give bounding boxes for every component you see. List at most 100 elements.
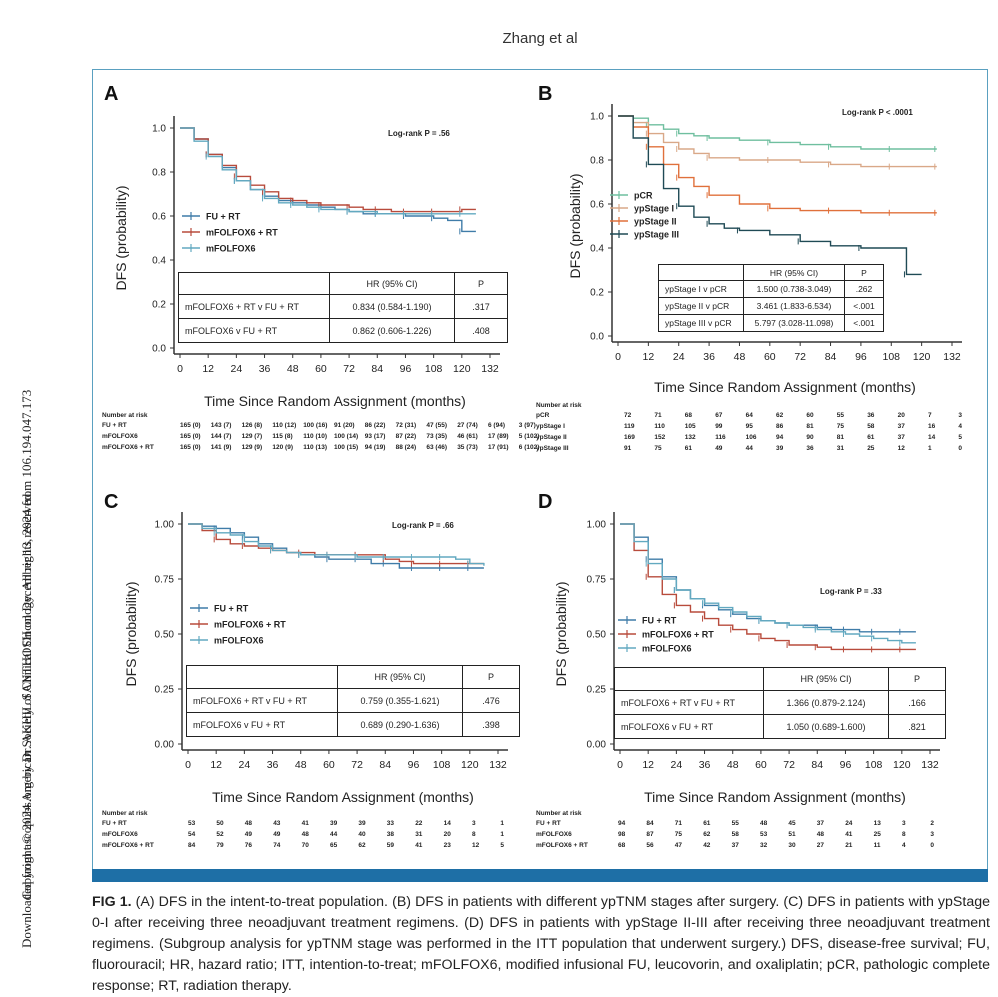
risk-cell: 68 bbox=[684, 412, 693, 419]
x-tick-label: 12 bbox=[643, 351, 655, 363]
risk-row: pCR 72 71 68 67 64 62 60 55 36 20 7 3 bbox=[536, 412, 976, 423]
risk-cell: 37 bbox=[816, 820, 825, 827]
risk-cell: 86 (22) bbox=[364, 422, 386, 429]
risk-row: FU + RT 94 84 71 61 55 48 45 37 24 13 3 2 bbox=[536, 820, 976, 831]
running-header-author: Zhang et al bbox=[502, 30, 578, 47]
y-tick-label: 1.00 bbox=[155, 520, 175, 531]
x-tick-label: 24 bbox=[231, 363, 243, 375]
x-tick-label: 24 bbox=[671, 759, 683, 771]
y-tick-label: 0.25 bbox=[155, 685, 175, 696]
risk-cell: 27 (74) bbox=[457, 422, 478, 429]
y-tick-label: 0.00 bbox=[587, 740, 607, 751]
hr-table-head-p: P bbox=[454, 272, 508, 295]
risk-row: mFOLFOX6 + RT 68 56 47 42 37 32 30 27 21 11 4 0 bbox=[536, 842, 976, 853]
risk-cell: 38 bbox=[386, 831, 395, 838]
x-tick-label: 96 bbox=[400, 363, 412, 375]
hr-row-label: ypStage I v pCR bbox=[658, 280, 744, 298]
panel-d-chart: D 0.00 0.25 0.50 0.75 1.00 0 12 24 36 48 60 72 84 96 10… bbox=[538, 491, 940, 805]
x-tick-label: 0 bbox=[177, 363, 183, 375]
km-curve-2 bbox=[180, 127, 476, 215]
figure-bottom-bar bbox=[92, 869, 988, 882]
x-tick-label: 72 bbox=[351, 759, 363, 771]
risk-cell: 152 bbox=[654, 434, 666, 441]
risk-cell: 40 bbox=[358, 831, 366, 838]
x-tick-label: 60 bbox=[315, 363, 327, 375]
hr-table-head-blank bbox=[658, 264, 744, 281]
y-tick-label: 0.6 bbox=[590, 200, 604, 211]
figure-caption-text: (A) DFS in the intent-to-treat populatio… bbox=[92, 894, 990, 994]
risk-cell: 99 bbox=[715, 423, 723, 430]
x-tick-label: 48 bbox=[734, 351, 746, 363]
x-tick-label: 84 bbox=[825, 351, 837, 363]
risk-cell: 8 bbox=[902, 831, 906, 838]
x-tick-label: 84 bbox=[371, 363, 383, 375]
hr-row-p: .476 bbox=[462, 688, 520, 713]
risk-cell: 100 (15) bbox=[334, 444, 359, 451]
legend-label: FU + RT bbox=[214, 604, 249, 614]
risk-cell: 70 bbox=[301, 842, 309, 849]
risk-cell: 49 bbox=[715, 445, 723, 452]
risk-cell: 119 bbox=[624, 423, 635, 430]
risk-cell: 49 bbox=[273, 831, 281, 838]
risk-cell: 75 bbox=[654, 445, 662, 452]
risk-cell: 20 bbox=[897, 412, 905, 419]
risk-cell: 61 bbox=[684, 445, 693, 452]
risk-cell: 67 bbox=[715, 412, 723, 419]
km-curve-1 bbox=[188, 523, 484, 565]
risk-cell: 51 bbox=[788, 831, 796, 838]
y-tick-label: 0.25 bbox=[587, 685, 607, 696]
risk-cell: 100 (16) bbox=[303, 422, 328, 429]
risk-cell: 58 bbox=[867, 423, 875, 430]
risk-cell: 47 (55) bbox=[426, 422, 447, 429]
risk-cell: 93 (17) bbox=[364, 433, 386, 440]
legend-label: ypStage I bbox=[634, 204, 674, 214]
legend-label: FU + RT bbox=[206, 212, 241, 222]
y-tick-label: 0.0 bbox=[152, 344, 166, 355]
risk-cell: 73 (35) bbox=[426, 433, 447, 440]
risk-cell: 116 bbox=[715, 434, 726, 441]
x-tick-label: 84 bbox=[811, 759, 823, 771]
panel-b-chart: B 0.0 0.2 0.4 0.6 0.8 1.0 0 12 24 36 48 60 72 84 96 108 1… bbox=[538, 83, 962, 395]
panel-letter: A bbox=[104, 83, 118, 105]
risk-cell: 5 bbox=[958, 434, 963, 441]
x-tick-label: 132 bbox=[943, 351, 961, 363]
y-axis-label: DFS (probability) bbox=[123, 581, 139, 686]
panel-c-chart: C 0.00 0.25 0.50 0.75 1.00 0 12 24 36 48 60 72 84 96 10… bbox=[104, 491, 508, 805]
x-axis-label: Time Since Random Assignment (months) bbox=[654, 379, 916, 395]
risk-cell: 30 bbox=[788, 842, 796, 849]
risk-cell: 81 bbox=[806, 423, 814, 430]
panel-b-hr-table: HR (95% CI) P ypStage I v pCR 1.500 (0.738… bbox=[658, 264, 884, 332]
panel-letter: C bbox=[104, 491, 118, 513]
risk-row-label: mFOLFOX6 bbox=[102, 433, 138, 440]
panel-a-chart: A 0.0 0.2 0.4 0.6 0.8 1.0 0 12 24 36 48 60 72 84 96 108 1… bbox=[104, 83, 500, 409]
hr-row-p: <.001 bbox=[844, 297, 884, 315]
risk-cell: 95 bbox=[745, 423, 753, 430]
risk-cell: 4 bbox=[902, 842, 906, 849]
x-tick-label: 12 bbox=[642, 759, 654, 771]
risk-cell: 5 bbox=[500, 842, 505, 849]
risk-cell: 62 bbox=[703, 831, 711, 838]
risk-table-title: Number at risk bbox=[102, 810, 148, 817]
risk-row-label: FU + RT bbox=[102, 820, 127, 827]
risk-table-title: Number at risk bbox=[536, 810, 582, 817]
risk-row-label: mFOLFOX6 bbox=[102, 831, 138, 838]
hr-table-head-p: P bbox=[888, 667, 946, 691]
log-rank-label: Log-rank P = .56 bbox=[388, 129, 450, 138]
panel-d-number-at-risk: Number at risk FU + RT 94 84 71 61 55 48 45 37 24 1… bbox=[536, 810, 976, 853]
legend-label: pCR bbox=[634, 191, 653, 201]
risk-cell: 31 bbox=[836, 445, 845, 452]
risk-cell: 110 bbox=[654, 423, 665, 430]
risk-cell: 132 bbox=[684, 434, 696, 441]
x-tick-label: 96 bbox=[408, 759, 420, 771]
risk-cell: 32 bbox=[760, 842, 768, 849]
hr-table-head-blank bbox=[178, 272, 330, 295]
risk-cell: 44 bbox=[745, 445, 753, 452]
x-axis-label: Time Since Random Assignment (months) bbox=[644, 789, 906, 805]
risk-cell: 13 bbox=[873, 820, 881, 827]
risk-cell: 4 bbox=[958, 423, 963, 430]
panel-letter: D bbox=[538, 491, 552, 513]
risk-cell: 115 (8) bbox=[272, 433, 293, 440]
risk-cell: 48 bbox=[244, 820, 253, 827]
x-tick-label: 72 bbox=[343, 363, 355, 375]
risk-cell: 25 bbox=[867, 445, 875, 452]
